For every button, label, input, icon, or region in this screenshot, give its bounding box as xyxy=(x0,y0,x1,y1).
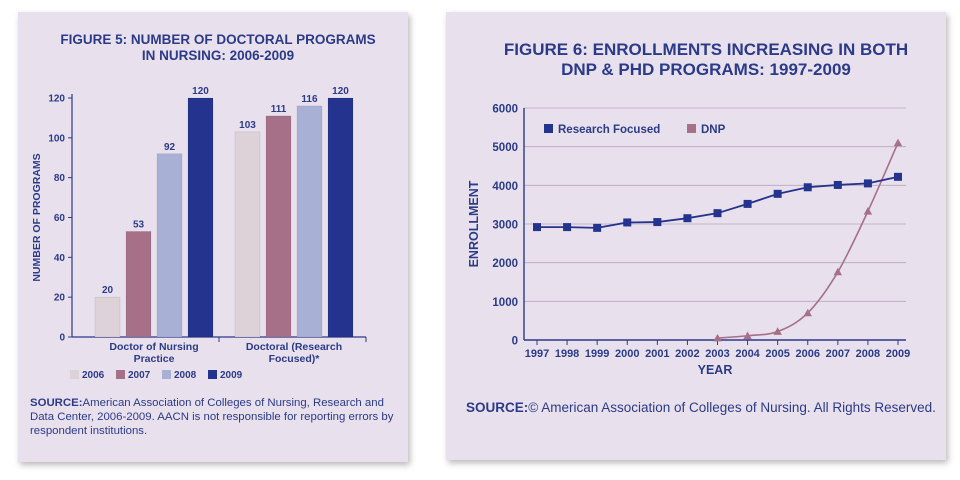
x-tick-label: 2000 xyxy=(615,348,639,360)
bar-value-label: 111 xyxy=(271,104,287,115)
bar-2008-research xyxy=(296,105,323,338)
figure-5-title: FIGURE 5: NUMBER OF DOCTORAL PROGRAMS IN… xyxy=(38,32,398,64)
research-focused-point xyxy=(773,189,782,198)
legend-label-2006: 2006 xyxy=(82,370,105,381)
figure-5-source-text: American Association of Colleges of Nurs… xyxy=(30,397,394,437)
figure-5-title-line-2: IN NURSING: 2006-2009 xyxy=(141,47,295,63)
research-focused-point xyxy=(863,179,872,188)
x-tick-label: 1997 xyxy=(525,348,549,360)
bar-2009-research xyxy=(327,97,354,338)
research-focused-point xyxy=(683,214,692,223)
y-tick-label: 80 xyxy=(54,173,66,184)
figure-5-source-label: SOURCE: xyxy=(30,397,83,409)
x-tick-label: 2002 xyxy=(675,348,699,360)
x-tick-label: 2004 xyxy=(735,348,760,360)
figure-6-source-label: SOURCE: xyxy=(466,400,529,415)
y-tick-label: 0 xyxy=(59,333,65,344)
research-focused-point xyxy=(653,218,662,227)
research-focused-point xyxy=(743,199,752,208)
legend-swatch-2008 xyxy=(162,370,171,379)
bar-2006-dnp xyxy=(94,296,121,338)
x-category-label: Focused)* xyxy=(269,353,321,365)
bar-value-label: 103 xyxy=(239,120,256,131)
dnp-point xyxy=(743,331,752,340)
dnp-point xyxy=(773,327,782,335)
figure-6-source-text: © American Association of Colleges of Nu… xyxy=(528,400,936,415)
x-tick-label: 2008 xyxy=(856,348,880,360)
y-tick-label: 20 xyxy=(54,293,66,304)
dnp-point xyxy=(713,333,722,342)
y-tick-label: 2000 xyxy=(492,258,518,270)
y-tick-label: 4000 xyxy=(492,181,518,193)
legend-swatch-2007 xyxy=(116,370,125,379)
x-category-label: Doctor of Nursing xyxy=(109,341,198,353)
x-category-label: Doctoral (Research xyxy=(246,341,342,353)
figure-6-source: SOURCE:© American Association of College… xyxy=(466,400,936,417)
bar-2009-dnp xyxy=(187,97,214,338)
legend-label-dnp: DNP xyxy=(701,124,726,136)
research-focused-point xyxy=(833,180,842,189)
figure-6-title-line-2: DNP & PHD PROGRAMS: 1997-2009 xyxy=(561,60,851,80)
figure-6-title-line-1: FIGURE 6: ENROLLMENTS INCREASING IN BOTH xyxy=(503,40,909,59)
x-category-label: Practice xyxy=(134,353,175,365)
bar-value-label: 120 xyxy=(332,86,349,97)
bar-value-label: 92 xyxy=(164,142,176,153)
y-tick-label: 40 xyxy=(54,253,66,264)
research-focused-point xyxy=(623,218,632,227)
bar-value-label: 116 xyxy=(301,94,318,105)
x-tick-label: 2006 xyxy=(796,348,820,360)
figure-6-panel: FIGURE 6: ENROLLMENTS INCREASING IN BOTH… xyxy=(446,12,946,460)
legend-swatch-dnp xyxy=(687,124,696,133)
bar-value-label: 20 xyxy=(102,285,114,296)
research-focused-point xyxy=(894,172,902,181)
y-tick-label: 120 xyxy=(48,94,65,105)
legend-label-research-focused: Research Focused xyxy=(558,124,660,136)
y-tick-label: 0 xyxy=(512,336,518,348)
x-tick-label: 2005 xyxy=(765,348,789,360)
bar-value-label: 120 xyxy=(192,86,209,97)
series-line-research-focused xyxy=(537,175,899,229)
y-axis-title: ENROLLMENT xyxy=(467,180,481,267)
figure-5-source: SOURCE:American Association of Colleges … xyxy=(30,397,400,439)
legend-swatch-2006 xyxy=(70,370,79,379)
bar-2008-dnp xyxy=(156,153,183,338)
x-tick-label: 2007 xyxy=(826,348,850,360)
y-tick-label: 5000 xyxy=(492,142,518,154)
legend-swatch-research-focused xyxy=(544,124,553,133)
legend-swatch-2009 xyxy=(208,370,217,379)
bar-2007-research xyxy=(265,115,292,338)
x-tick-label: 2009 xyxy=(886,348,910,360)
dnp-point xyxy=(863,207,873,215)
figure-5-panel: FIGURE 5: NUMBER OF DOCTORAL PROGRAMS IN… xyxy=(18,12,408,462)
y-tick-label: 3000 xyxy=(492,220,518,232)
legend-label-2009: 2009 xyxy=(220,370,243,381)
dnp-point xyxy=(833,267,843,276)
figure-6-line-chart: 0 1000 2000 3000 4000 5000 6000 1997 1998 1999 200… xyxy=(467,104,910,378)
x-tick-label: 2001 xyxy=(645,348,669,360)
figure-5-bar-chart: 0 20 40 60 80 100 120 NUMBER OF PROGRAMS 20 53 92 1… xyxy=(31,86,367,381)
figure-5-title-line-1: FIGURE 5: NUMBER OF DOCTORAL PROGRAMS xyxy=(60,32,376,47)
x-tick-label: 2003 xyxy=(705,348,729,360)
x-axis-title: YEAR xyxy=(698,363,733,377)
legend-label-2008: 2008 xyxy=(174,370,197,381)
x-tick-label: 1998 xyxy=(555,348,579,360)
bar-2006-research xyxy=(234,131,261,338)
y-tick-label: 100 xyxy=(48,133,65,144)
figure-6-title: FIGURE 6: ENROLLMENTS INCREASING IN BOTH… xyxy=(486,40,926,80)
y-axis-title: NUMBER OF PROGRAMS xyxy=(31,153,43,281)
research-focused-point xyxy=(713,209,722,218)
legend-label-2007: 2007 xyxy=(128,370,151,381)
y-tick-label: 1000 xyxy=(492,297,518,309)
bar-2007-dnp xyxy=(125,231,152,338)
research-focused-point xyxy=(533,223,541,232)
research-focused-point xyxy=(593,223,602,232)
research-focused-point xyxy=(563,223,572,232)
y-tick-label: 60 xyxy=(54,213,66,224)
bar-value-label: 53 xyxy=(133,219,145,230)
research-focused-point xyxy=(803,183,812,192)
dnp-point xyxy=(893,138,903,147)
x-tick-label: 1999 xyxy=(585,348,609,360)
y-tick-label: 6000 xyxy=(492,104,518,116)
dnp-point xyxy=(803,308,812,317)
